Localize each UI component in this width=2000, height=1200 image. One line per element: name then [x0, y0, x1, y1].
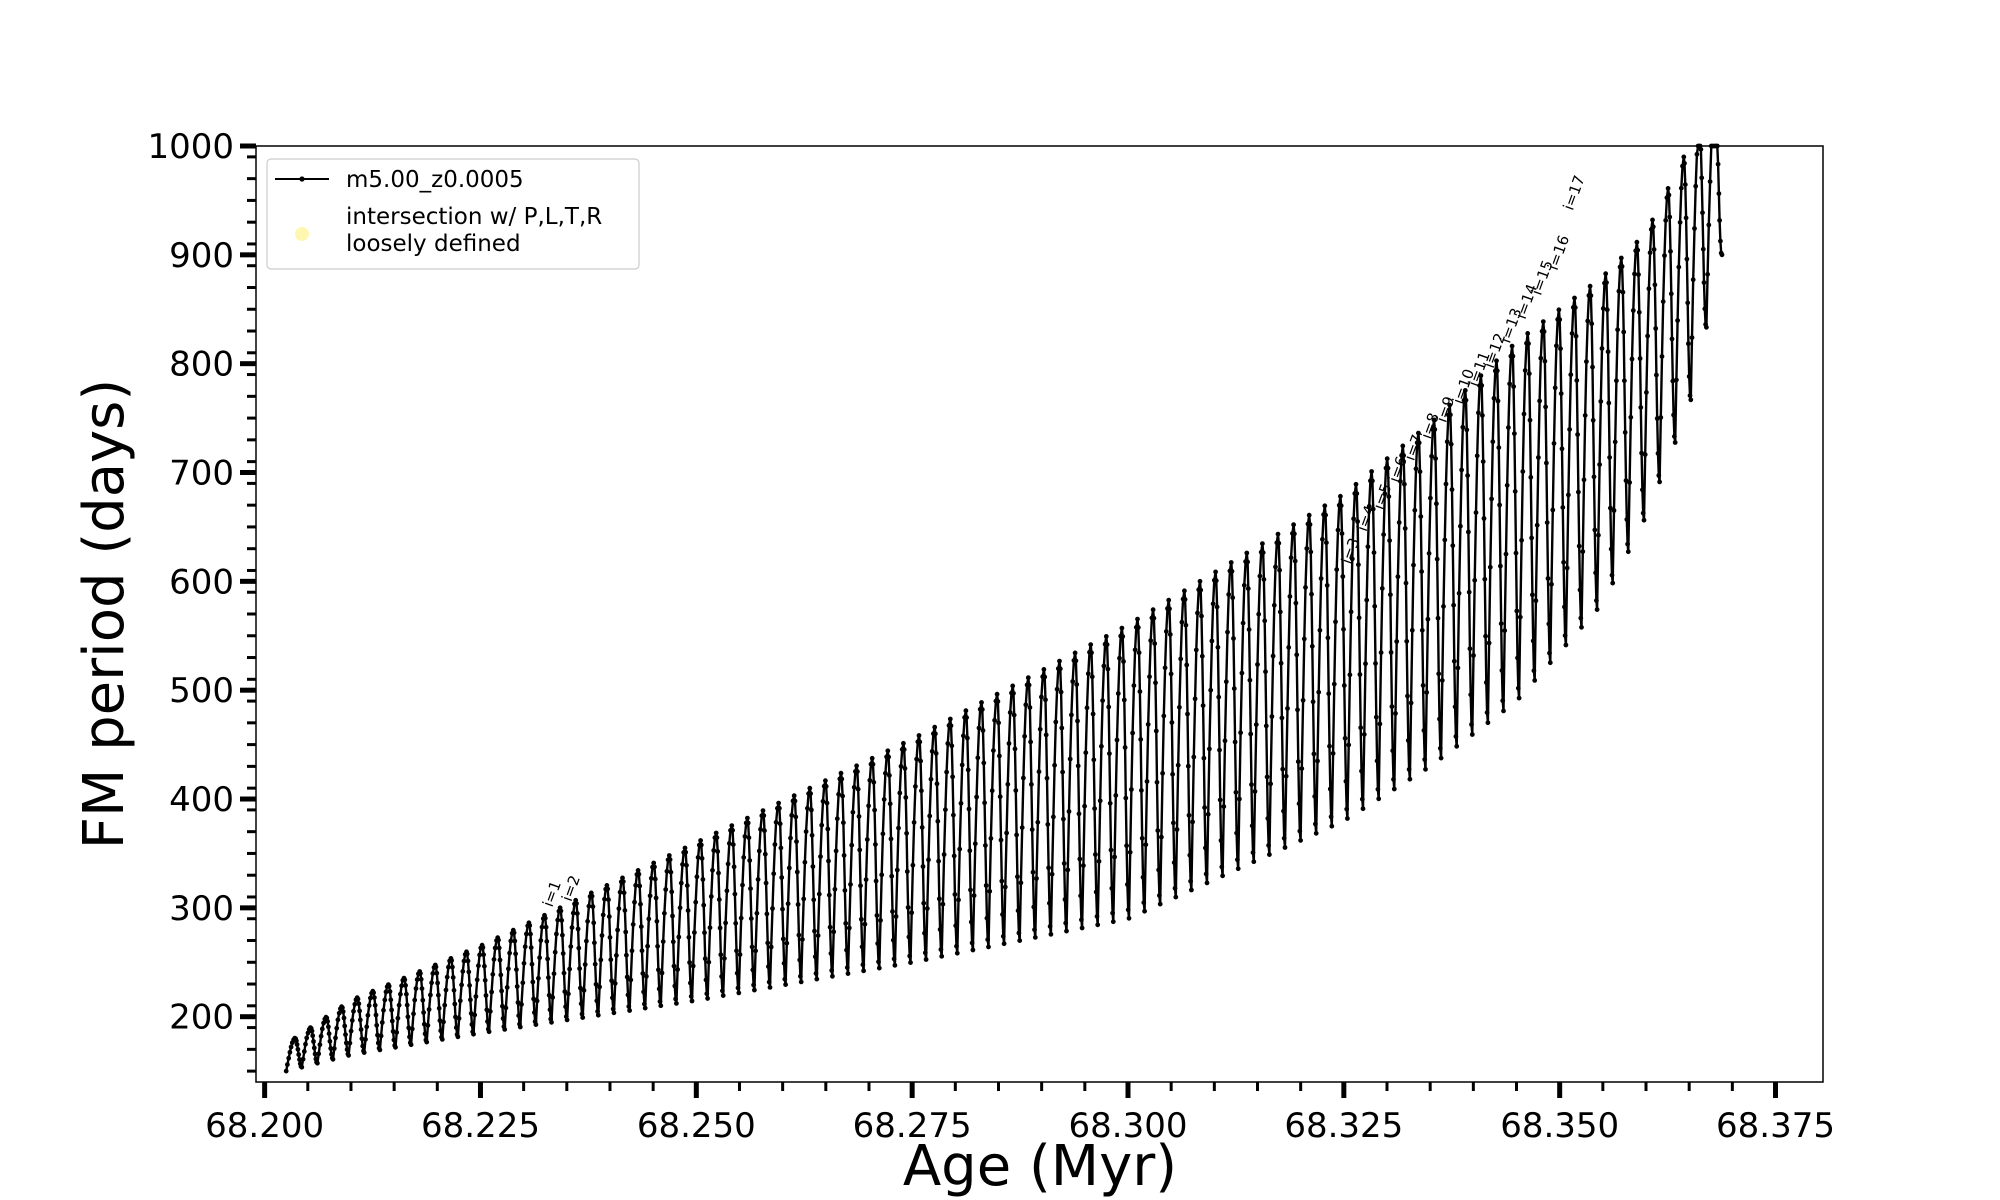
x-axis-title: Age (Myr): [903, 1134, 1177, 1199]
series-markers: [283, 143, 1725, 1074]
x-tick-label: 68.350: [1500, 1106, 1619, 1146]
legend-line-marker: [299, 176, 305, 182]
x-axis: 68.200 68.225 68.250 68.275 68.300 68.325 68.3…: [205, 1082, 1835, 1146]
x-tick-label: 68.300: [1069, 1106, 1188, 1146]
legend-box: [266, 158, 640, 270]
x-tick-label: 68.375: [1716, 1106, 1835, 1146]
legend-intersection-marker: [295, 227, 309, 241]
y-tick-label: 800: [169, 345, 234, 385]
y-axis-title: FM period (days): [72, 379, 137, 849]
y-tick-label: 600: [169, 562, 234, 602]
legend-entry-intersection-line-2: loosely defined: [346, 231, 521, 257]
x-tick-label: 68.200: [205, 1106, 324, 1146]
y-tick-label: 300: [169, 889, 234, 929]
x-tick-label: 68.250: [637, 1106, 756, 1146]
y-tick-label: 400: [169, 780, 234, 820]
series-layer: [283, 143, 1725, 1074]
y-tick-label: 900: [169, 236, 234, 276]
y-axis: 200 300 400 500 600 700 800 900 1000: [147, 127, 256, 1073]
y-tick-label: 1000: [147, 127, 234, 167]
y-tick-label: 200: [169, 998, 234, 1038]
x-tick-label: 68.325: [1284, 1106, 1403, 1146]
annotation-layer: i=1i=2i=3i=4i=5i=6i=7i=8i=9i=10i=11i=12i…: [539, 173, 1589, 909]
y-tick-label: 700: [169, 454, 234, 494]
legend: m5.00_z0.0005 intersection w/ P,L,T,R lo…: [266, 158, 640, 270]
legend-entry-intersection-line-1: intersection w/ P,L,T,R: [346, 204, 602, 230]
y-tick-label: 500: [169, 671, 234, 711]
legend-entry-series: m5.00_z0.0005: [346, 167, 524, 193]
x-tick-label: 68.275: [853, 1106, 972, 1146]
plot-background: [256, 146, 1823, 1082]
x-tick-label: 68.225: [421, 1106, 540, 1146]
